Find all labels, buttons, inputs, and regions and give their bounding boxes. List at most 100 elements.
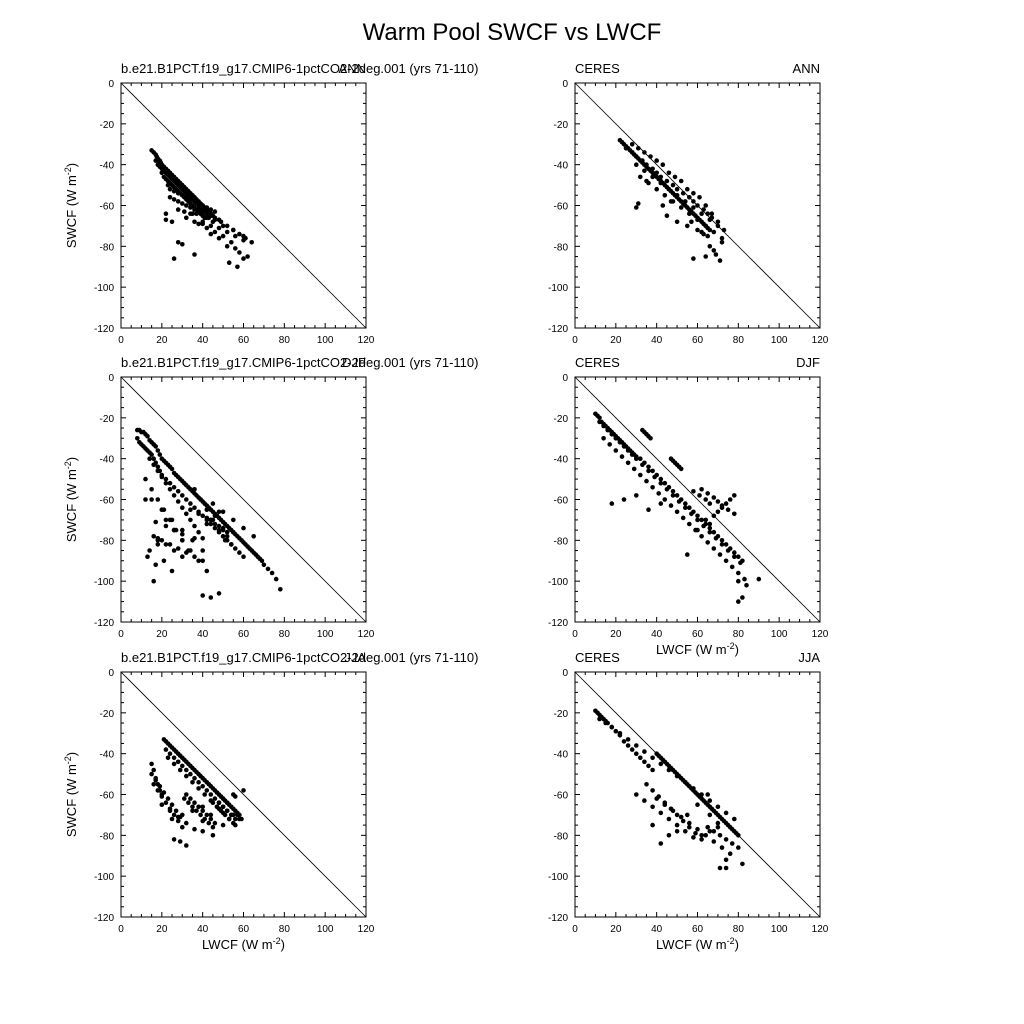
scatter-point xyxy=(629,747,635,752)
scatter-point xyxy=(662,497,668,502)
y-axis-label-text: SWCF (W m xyxy=(64,764,79,837)
scatter-point xyxy=(715,509,721,515)
scatter-point xyxy=(171,527,177,533)
scatter-point xyxy=(180,812,185,818)
x-tick-label: 40 xyxy=(197,629,209,640)
panel-left-label: CERES xyxy=(575,61,620,76)
scatter-point xyxy=(200,203,205,208)
scatter-point xyxy=(145,433,150,439)
scatter-point xyxy=(636,146,641,151)
scatter-point xyxy=(200,558,205,564)
scatter-point xyxy=(668,503,674,508)
scatter-point xyxy=(674,193,680,198)
panel-model-jja: 0 20 40 60 80 100 120 0 -20 -40 -60 -80 -100 -120 b.e2… xyxy=(63,650,478,952)
scatter-point xyxy=(634,792,639,797)
scatter-point xyxy=(151,534,156,539)
x-tick-label: 60 xyxy=(692,335,704,346)
scatter-point xyxy=(175,199,181,204)
scatter-point xyxy=(202,215,207,221)
scatter-point xyxy=(691,205,696,210)
scatter-point xyxy=(180,193,185,198)
scatter-point xyxy=(169,568,175,574)
scatter-point xyxy=(654,170,659,176)
scatter-point xyxy=(695,802,700,807)
scatter-point xyxy=(742,576,747,582)
scatter-point xyxy=(668,199,674,204)
scatter-point xyxy=(224,800,230,805)
y-tick-label: -40 xyxy=(100,750,115,761)
scatter-point xyxy=(151,578,156,584)
scatter-point xyxy=(220,223,226,229)
y-tick-label: -80 xyxy=(100,242,115,253)
x-tick-label: 120 xyxy=(812,629,829,640)
x-tick-label: 0 xyxy=(572,924,578,935)
scatter-point xyxy=(192,523,197,529)
scatter-point xyxy=(623,146,629,151)
scatter-point xyxy=(642,150,647,155)
scatter-point xyxy=(212,513,218,519)
scatter-point xyxy=(233,546,238,551)
scatter-point xyxy=(222,538,228,543)
y-tick-label: -40 xyxy=(554,750,569,761)
scatter-point xyxy=(670,808,676,814)
x-tick-label: 80 xyxy=(733,924,745,935)
scatter-point xyxy=(157,452,163,457)
scatter-point xyxy=(196,221,201,227)
x-tick-label: 40 xyxy=(651,629,663,640)
scatter-point xyxy=(165,755,171,761)
scatter-point xyxy=(200,209,205,214)
scatter-point xyxy=(182,209,187,214)
x-tick-label: 20 xyxy=(610,924,622,935)
scatter-point xyxy=(685,186,690,192)
scatter-point xyxy=(208,207,214,212)
x-tick-label: 60 xyxy=(238,924,250,935)
scatter-point xyxy=(736,554,741,559)
scatter-point xyxy=(715,223,721,229)
scatter-point xyxy=(241,237,246,243)
x-tick-label: 100 xyxy=(317,335,334,346)
y-axis-label: SWCF (W m-2) xyxy=(63,752,79,837)
scatter-point xyxy=(717,865,723,871)
scatter-point xyxy=(705,792,710,797)
scatter-point xyxy=(701,231,706,237)
scatter-point xyxy=(711,248,717,253)
x-tick-label: 80 xyxy=(279,924,291,935)
scatter-point xyxy=(723,558,729,564)
scatter-point xyxy=(163,542,169,547)
scatter-point xyxy=(732,816,737,822)
scatter-point xyxy=(658,761,664,767)
scatter-point xyxy=(180,531,185,537)
y-tick-label: -60 xyxy=(100,496,115,507)
scatter-point xyxy=(165,796,171,801)
scatter-point xyxy=(233,233,238,239)
scatter-point xyxy=(646,468,651,474)
scatter-point xyxy=(605,427,610,433)
scatter-point xyxy=(171,485,177,490)
scatter-point xyxy=(198,812,203,818)
scatter-point xyxy=(654,186,659,192)
scatter-point xyxy=(744,583,749,588)
y-tick-label: 0 xyxy=(108,373,114,384)
scatter-point xyxy=(147,548,152,553)
scatter-point xyxy=(149,452,154,457)
scatter-point xyxy=(693,831,698,836)
scatter-point xyxy=(212,209,218,214)
scatter-point xyxy=(216,591,222,596)
scatter-point xyxy=(689,219,694,225)
scatter-point xyxy=(163,523,169,529)
scatter-point xyxy=(717,258,723,263)
y-tick-label: -120 xyxy=(94,618,114,629)
scatter-point xyxy=(691,489,696,494)
scatter-point xyxy=(707,244,713,249)
y-axis-label-exponent: -2 xyxy=(63,756,73,764)
scatter-point xyxy=(204,205,210,210)
panel-right-label: ANN xyxy=(793,61,820,76)
scatter-point xyxy=(650,485,655,490)
scatter-point xyxy=(167,480,173,486)
scatter-point xyxy=(153,444,158,449)
scatter-point xyxy=(233,246,238,251)
scatter-point xyxy=(180,554,185,559)
panel-left-label: b.e21.B1PCT.f19_g17.CMIP6-1pctCO2-2deg.0… xyxy=(121,650,478,665)
scatter-point xyxy=(163,217,169,223)
scatter-point xyxy=(245,254,250,259)
